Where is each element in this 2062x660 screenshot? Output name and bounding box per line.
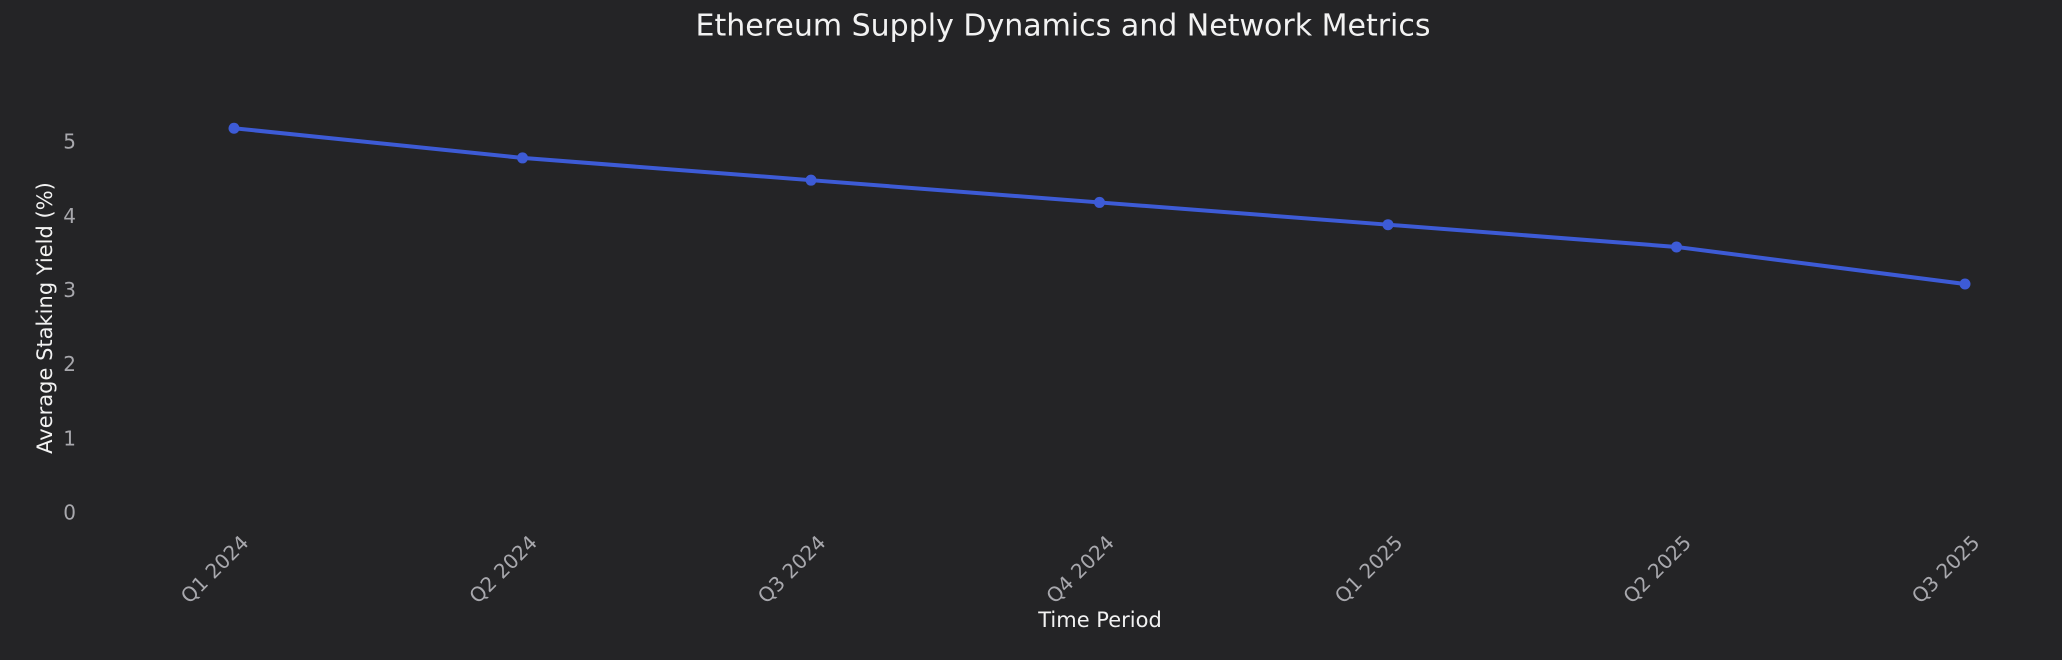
- marker: [1382, 219, 1394, 231]
- y-tick-label: 4: [63, 204, 76, 228]
- y-axis-title: Average Staking Yield (%): [33, 182, 57, 454]
- y-tick-label: 0: [63, 501, 76, 525]
- y-tick-label: 1: [63, 426, 76, 450]
- y-tick-label: 5: [63, 130, 76, 154]
- y-tick-label: 3: [63, 278, 76, 302]
- marker: [805, 174, 817, 186]
- marker: [228, 122, 240, 134]
- x-axis-title: Time Period: [1037, 608, 1162, 632]
- chart-title: Ethereum Supply Dynamics and Network Met…: [696, 9, 1431, 44]
- y-tick-label: 2: [63, 352, 76, 376]
- marker: [1094, 196, 1105, 208]
- marker: [1671, 241, 1682, 253]
- marker: [517, 152, 528, 164]
- marker: [1959, 278, 1971, 290]
